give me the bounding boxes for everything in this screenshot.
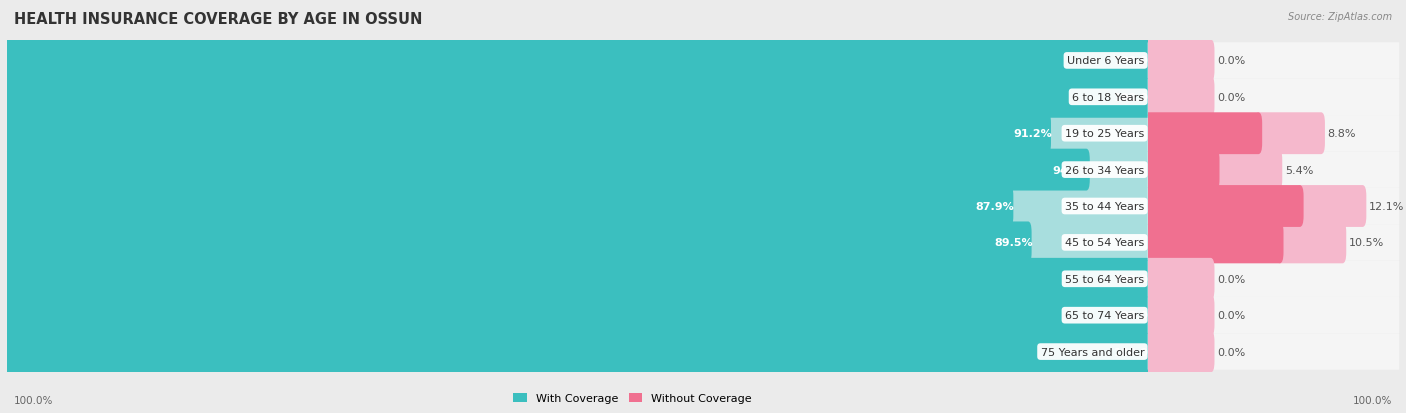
FancyBboxPatch shape bbox=[7, 261, 1149, 297]
FancyBboxPatch shape bbox=[1277, 222, 1347, 263]
Text: 75 Years and older: 75 Years and older bbox=[1040, 347, 1144, 357]
FancyBboxPatch shape bbox=[1147, 334, 1399, 370]
Text: 89.5%: 89.5% bbox=[994, 238, 1032, 248]
FancyBboxPatch shape bbox=[7, 152, 1149, 188]
Text: 12.1%: 12.1% bbox=[1369, 202, 1405, 211]
FancyBboxPatch shape bbox=[7, 334, 1149, 370]
FancyBboxPatch shape bbox=[1144, 77, 1215, 119]
FancyBboxPatch shape bbox=[1147, 188, 1399, 225]
FancyBboxPatch shape bbox=[1144, 222, 1284, 263]
FancyBboxPatch shape bbox=[7, 297, 1149, 334]
FancyBboxPatch shape bbox=[4, 77, 1152, 119]
FancyBboxPatch shape bbox=[1147, 297, 1399, 334]
FancyBboxPatch shape bbox=[1144, 150, 1219, 191]
Text: 55 to 64 Years: 55 to 64 Years bbox=[1066, 274, 1144, 284]
Text: 91.2%: 91.2% bbox=[1014, 129, 1052, 139]
Text: 6 to 18 Years: 6 to 18 Years bbox=[1071, 93, 1144, 102]
FancyBboxPatch shape bbox=[1025, 222, 1152, 263]
Text: 100.0%: 100.0% bbox=[1114, 274, 1160, 284]
FancyBboxPatch shape bbox=[4, 40, 1152, 82]
FancyBboxPatch shape bbox=[1147, 79, 1399, 116]
FancyBboxPatch shape bbox=[1147, 116, 1399, 152]
Text: 94.6%: 94.6% bbox=[1052, 165, 1091, 175]
FancyBboxPatch shape bbox=[1144, 113, 1263, 155]
Text: 65 to 74 Years: 65 to 74 Years bbox=[1064, 311, 1144, 320]
FancyBboxPatch shape bbox=[1144, 258, 1215, 300]
Legend: With Coverage, Without Coverage: With Coverage, Without Coverage bbox=[509, 388, 756, 408]
FancyBboxPatch shape bbox=[1296, 185, 1367, 228]
FancyBboxPatch shape bbox=[1083, 150, 1152, 191]
Text: 0.0%: 0.0% bbox=[1218, 311, 1246, 320]
FancyBboxPatch shape bbox=[1144, 40, 1215, 82]
FancyBboxPatch shape bbox=[7, 43, 1149, 79]
Text: Under 6 Years: Under 6 Years bbox=[1067, 56, 1144, 66]
FancyBboxPatch shape bbox=[4, 331, 1152, 373]
FancyBboxPatch shape bbox=[4, 113, 1052, 155]
FancyBboxPatch shape bbox=[4, 222, 1032, 263]
Text: 8.8%: 8.8% bbox=[1327, 129, 1355, 139]
FancyBboxPatch shape bbox=[7, 188, 1149, 225]
Text: 35 to 44 Years: 35 to 44 Years bbox=[1064, 202, 1144, 211]
FancyBboxPatch shape bbox=[7, 116, 1149, 152]
FancyBboxPatch shape bbox=[4, 258, 1152, 300]
FancyBboxPatch shape bbox=[1212, 150, 1282, 191]
FancyBboxPatch shape bbox=[1147, 152, 1399, 188]
Text: Source: ZipAtlas.com: Source: ZipAtlas.com bbox=[1288, 12, 1392, 22]
FancyBboxPatch shape bbox=[1007, 185, 1152, 228]
FancyBboxPatch shape bbox=[1144, 294, 1215, 336]
FancyBboxPatch shape bbox=[4, 150, 1090, 191]
FancyBboxPatch shape bbox=[7, 225, 1149, 261]
Text: 100.0%: 100.0% bbox=[14, 395, 53, 405]
Text: 0.0%: 0.0% bbox=[1218, 56, 1246, 66]
Text: 45 to 54 Years: 45 to 54 Years bbox=[1064, 238, 1144, 248]
FancyBboxPatch shape bbox=[1144, 185, 1303, 228]
FancyBboxPatch shape bbox=[1254, 113, 1324, 155]
FancyBboxPatch shape bbox=[1147, 261, 1399, 297]
Text: 5.4%: 5.4% bbox=[1285, 165, 1313, 175]
FancyBboxPatch shape bbox=[1147, 43, 1399, 79]
Text: 0.0%: 0.0% bbox=[1218, 93, 1246, 102]
Text: 100.0%: 100.0% bbox=[1114, 93, 1160, 102]
Text: 0.0%: 0.0% bbox=[1218, 274, 1246, 284]
FancyBboxPatch shape bbox=[4, 185, 1014, 228]
Text: HEALTH INSURANCE COVERAGE BY AGE IN OSSUN: HEALTH INSURANCE COVERAGE BY AGE IN OSSU… bbox=[14, 12, 422, 27]
Text: 100.0%: 100.0% bbox=[1114, 56, 1160, 66]
Text: 100.0%: 100.0% bbox=[1114, 311, 1160, 320]
FancyBboxPatch shape bbox=[1045, 113, 1152, 155]
FancyBboxPatch shape bbox=[7, 79, 1149, 116]
Text: 10.5%: 10.5% bbox=[1348, 238, 1384, 248]
Text: 100.0%: 100.0% bbox=[1353, 395, 1392, 405]
Text: 100.0%: 100.0% bbox=[1114, 347, 1160, 357]
FancyBboxPatch shape bbox=[4, 294, 1152, 336]
Text: 87.9%: 87.9% bbox=[976, 202, 1015, 211]
Text: 26 to 34 Years: 26 to 34 Years bbox=[1064, 165, 1144, 175]
Text: 19 to 25 Years: 19 to 25 Years bbox=[1064, 129, 1144, 139]
FancyBboxPatch shape bbox=[1144, 331, 1215, 373]
Text: 0.0%: 0.0% bbox=[1218, 347, 1246, 357]
FancyBboxPatch shape bbox=[1147, 225, 1399, 261]
